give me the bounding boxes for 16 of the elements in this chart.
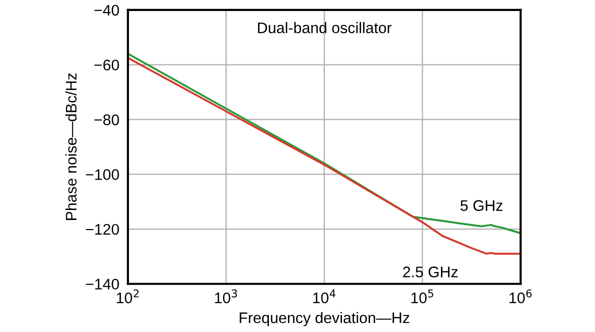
series-label: 5 GHz <box>460 200 502 211</box>
x-tick-label: 10$^{4}$ <box>313 290 336 304</box>
y-tick-label: −80 <box>94 114 119 126</box>
y-tick-label: −100 <box>86 169 119 180</box>
x-axis-title: Frequency deviation—Hz <box>240 312 410 326</box>
y-axis-title: Phase noise—dBc/Hz <box>65 73 77 220</box>
x-tick-label: 10$^{5}$ <box>411 290 434 304</box>
x-tick-label: 10$^{6}$ <box>510 289 532 304</box>
y-tick-label: −40 <box>94 4 119 16</box>
y-tick-label: −140 <box>86 278 119 290</box>
series-label: 2.5 GHz <box>403 266 458 278</box>
x-tick-label: 10$^{2}$ <box>116 289 139 304</box>
y-tick-label: −60 <box>94 60 119 70</box>
text: Dual-band oscillator <box>258 22 392 34</box>
x-tick-label: 10$^{3}$ <box>215 289 237 304</box>
y-tick-label: −120 <box>86 224 119 235</box>
